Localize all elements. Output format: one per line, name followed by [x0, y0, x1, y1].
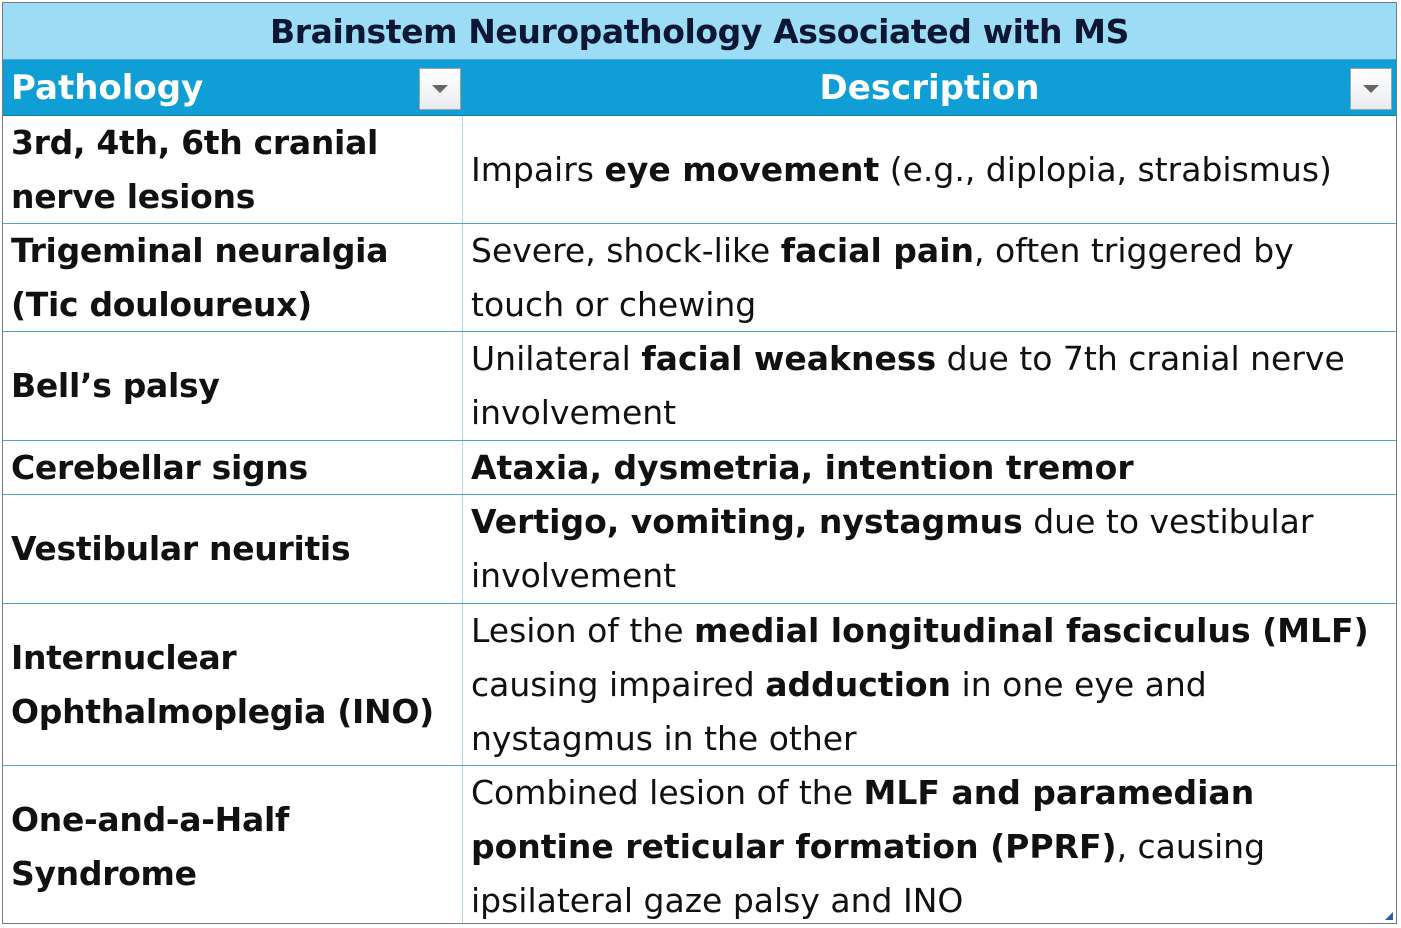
description-cell[interactable]: Combined lesion of the MLF and paramedia…: [463, 766, 1396, 923]
description-run: Combined lesion of the: [471, 773, 864, 812]
pathology-cell[interactable]: Bell’s palsy: [3, 332, 463, 440]
description-text: Ataxia, dysmetria, intention tremor: [471, 441, 1134, 495]
pathology-text: One-and-a-Half Syndrome: [11, 800, 290, 893]
description-cell[interactable]: Lesion of the medial longitudinal fascic…: [463, 604, 1396, 765]
table-body: 3rd, 4th, 6th cranial nerve lesions Impa…: [3, 116, 1396, 923]
description-bold-run: eye movement: [604, 149, 880, 189]
description-text: Severe, shock-like facial pain, often tr…: [471, 224, 1388, 332]
filter-dropdown-button-description[interactable]: [1350, 68, 1392, 110]
table-row: One-and-a-Half Syndrome Combined lesion …: [3, 766, 1396, 923]
description-cell[interactable]: Impairs eye movement (e.g., diplopia, st…: [463, 116, 1396, 223]
pathology-text: Vestibular neuritis: [11, 529, 351, 568]
description-run: due to vestibular involvement: [471, 502, 1314, 595]
description-bold-run: MLF and paramedian pontine reticular for…: [471, 773, 1255, 866]
description-bold-run: Ataxia, dysmetria, intention tremor: [471, 447, 1134, 487]
description-run: due to 7th cranial nerve involvement: [471, 339, 1345, 432]
table-row: Vestibular neuritis Vertigo, vomiting, n…: [3, 495, 1396, 604]
description-run: causing impaired: [471, 664, 766, 704]
table-title: Brainstem Neuropathology Associated with…: [3, 3, 1396, 60]
table-resize-handle[interactable]: [1385, 912, 1393, 920]
pathology-text: Internuclear Ophthalmoplegia (INO): [11, 637, 434, 731]
description-run: Unilateral: [471, 339, 642, 378]
description-run: in one eye and nystagmus in the other: [471, 664, 1207, 758]
column-header-label: Description: [819, 67, 1040, 108]
description-run: , causing ipsilateral gaze palsy and INO: [471, 827, 1266, 920]
pathology-cell[interactable]: Cerebellar signs: [3, 441, 463, 494]
pathology-cell[interactable]: Trigeminal neuralgia (Tic douloureux): [3, 224, 463, 331]
table-row: 3rd, 4th, 6th cranial nerve lesions Impa…: [3, 116, 1396, 224]
pathology-text: Bell’s palsy: [11, 366, 220, 405]
description-bold-run: facial pain: [780, 230, 974, 270]
pathology-text: Cerebellar signs: [11, 447, 308, 487]
column-header-label: Pathology: [11, 67, 204, 108]
description-cell[interactable]: Vertigo, vomiting, nystagmus due to vest…: [463, 495, 1396, 603]
pathology-cell[interactable]: One-and-a-Half Syndrome: [3, 766, 463, 923]
pathology-cell[interactable]: 3rd, 4th, 6th cranial nerve lesions: [3, 116, 463, 223]
description-run: (e.g., diplopia, strabismus): [879, 149, 1332, 189]
description-text: Unilateral facial weakness due to 7th cr…: [471, 332, 1388, 440]
description-bold-run: facial weakness: [641, 339, 937, 378]
description-bold-run: Vertigo, vomiting, nystagmus: [471, 502, 1023, 541]
filter-dropdown-button-pathology[interactable]: [419, 68, 461, 110]
table-row: Cerebellar signs Ataxia, dysmetria, inte…: [3, 441, 1396, 495]
description-cell[interactable]: Unilateral facial weakness due to 7th cr…: [463, 332, 1396, 440]
description-cell[interactable]: Severe, shock-like facial pain, often tr…: [463, 224, 1396, 331]
description-text: Impairs eye movement (e.g., diplopia, st…: [471, 143, 1332, 197]
description-cell[interactable]: Ataxia, dysmetria, intention tremor: [463, 441, 1396, 494]
description-text: Combined lesion of the MLF and paramedia…: [471, 766, 1388, 923]
column-header-pathology[interactable]: Pathology: [3, 60, 463, 115]
pathology-cell[interactable]: Internuclear Ophthalmoplegia (INO): [3, 604, 463, 765]
description-run: Impairs: [471, 149, 605, 189]
pathology-cell[interactable]: Vestibular neuritis: [3, 495, 463, 603]
pathology-text: 3rd, 4th, 6th cranial nerve lesions: [11, 122, 379, 216]
description-bold-run: adduction: [765, 664, 952, 704]
description-run: Severe, shock-like: [471, 230, 781, 270]
description-run: Lesion of the: [471, 610, 695, 650]
description-run: , often triggered by touch or chewing: [471, 230, 1294, 324]
column-header-description[interactable]: Description: [463, 60, 1396, 115]
description-bold-run: medial longitudinal fasciculus (MLF): [694, 610, 1369, 650]
dropdown-arrow-icon: [432, 85, 448, 93]
table-row: Trigeminal neuralgia (Tic douloureux) Se…: [3, 224, 1396, 332]
description-text: Lesion of the medial longitudinal fascic…: [471, 604, 1388, 766]
pathology-text: Trigeminal neuralgia (Tic douloureux): [11, 230, 389, 324]
description-text: Vertigo, vomiting, nystagmus due to vest…: [471, 495, 1388, 603]
table-row: Bell’s palsy Unilateral facial weakness …: [3, 332, 1396, 441]
table-row: Internuclear Ophthalmoplegia (INO) Lesio…: [3, 604, 1396, 766]
table-header-row: Pathology Description: [3, 60, 1396, 116]
dropdown-arrow-icon: [1363, 85, 1379, 93]
